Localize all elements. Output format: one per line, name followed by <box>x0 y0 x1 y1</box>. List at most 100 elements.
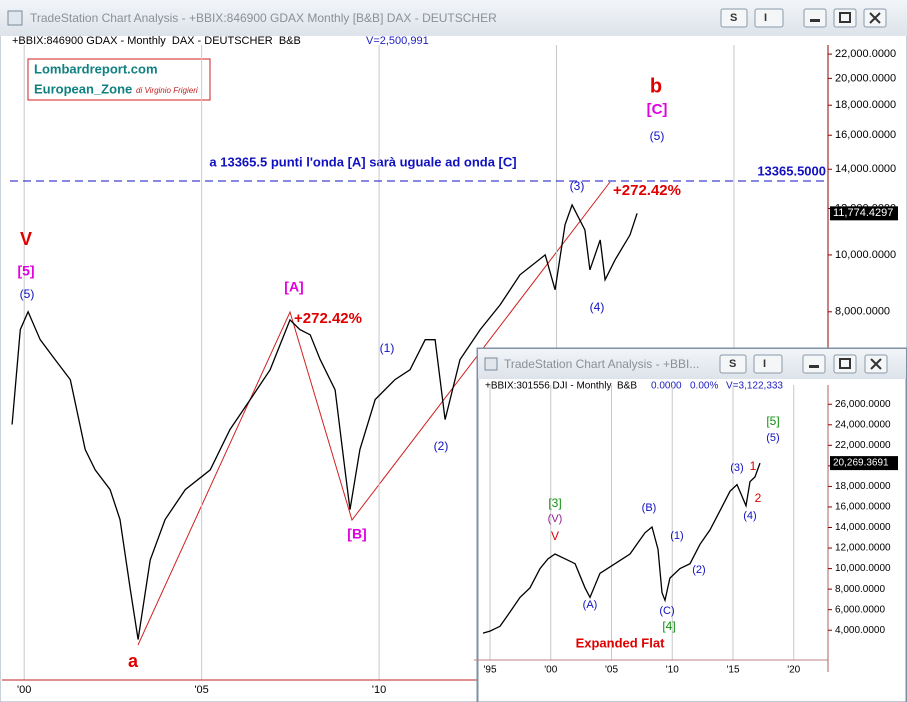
inset-maximize[interactable] <box>833 354 857 374</box>
wave-label: (5) <box>766 432 779 444</box>
x-tick-label: '10 <box>666 665 679 676</box>
wave-label: V <box>551 529 559 543</box>
y-tick-label: 26,000.0000 <box>835 399 891 410</box>
y-tick-label: 18,000.0000 <box>835 481 891 492</box>
y-tick-label: 10,000.0000 <box>835 249 896 261</box>
y-tick-label: 12,000.0000 <box>835 543 891 554</box>
wave-label: [3] <box>548 496 561 510</box>
wave-label: (3) <box>570 179 585 193</box>
wave-label: (2) <box>692 564 705 576</box>
minimize-button[interactable] <box>803 8 827 28</box>
wave-label: (C) <box>659 605 674 617</box>
y-tick-label: 22,000.0000 <box>835 48 896 60</box>
wave-label: a <box>128 651 139 671</box>
wave-label: [A] <box>284 279 303 295</box>
wave-label: [5] <box>17 263 34 279</box>
price-line <box>482 462 761 634</box>
x-tick-label: '15 <box>726 665 739 676</box>
y-tick-label: 14,000.0000 <box>835 522 891 533</box>
inset-i-label[interactable]: I <box>763 358 766 370</box>
wave-label: V <box>20 229 32 249</box>
y-tick-label: 6,000.0000 <box>835 604 885 615</box>
x-tick-label: '05 <box>194 684 208 696</box>
wave-label: (1) <box>380 341 395 355</box>
wave-label: (4) <box>743 510 756 522</box>
wave-label: (1) <box>670 530 683 542</box>
inset-app-icon <box>484 357 498 371</box>
inset-maximize-icon <box>839 358 851 369</box>
x-tick-label: '00 <box>17 684 31 696</box>
y-tick-label: 4,000.0000 <box>835 625 885 636</box>
target-level-label: 13365.5000 <box>757 163 826 178</box>
last-price-label: 20,269.3691 <box>833 458 889 469</box>
wave-label: Expanded Flat <box>576 635 666 650</box>
y-tick-label: 8,000.0000 <box>835 584 885 595</box>
wave-label: (5) <box>650 129 665 143</box>
wave-label: b <box>650 75 662 97</box>
y-tick-label: 18,000.0000 <box>835 99 896 111</box>
main-chart: '00 '05 '10 '15 '20 8,000.0000 10,000.0000 12,0… <box>2 45 898 700</box>
logo-box <box>27 58 211 101</box>
wave-label: [5] <box>766 414 779 428</box>
inset-header: +BBIX:301556 DJI - Monthly B&B <box>485 381 637 392</box>
close-icon <box>869 12 881 24</box>
x-tick-label: '10 <box>372 684 386 696</box>
inset-change-pct: 0.00% <box>690 381 718 392</box>
inset-window: TradeStation Chart Analysis - +BBI... S … <box>474 347 907 702</box>
wave-label: [C] <box>647 101 668 118</box>
inset-minimize[interactable] <box>802 354 826 374</box>
x-tick-label: '95 <box>483 665 496 676</box>
logo-site: Lombardreport.com <box>34 61 158 76</box>
s-button-label[interactable]: S <box>730 12 737 24</box>
x-tick-label: '00 <box>544 665 557 676</box>
wave-label: (V) <box>548 513 563 525</box>
wave-label: 1 <box>750 459 757 473</box>
wave-label: (A) <box>583 599 598 611</box>
wave-label: (4) <box>590 300 605 314</box>
wave-label: [4] <box>662 619 675 633</box>
inset-i-button[interactable] <box>753 354 783 374</box>
inset-s-label[interactable]: S <box>729 358 736 370</box>
wave-label: (B) <box>642 502 657 514</box>
inset-close-icon <box>870 358 882 370</box>
wave-label: (2) <box>434 439 449 453</box>
last-price-label: 11,774.4297 <box>833 207 893 219</box>
y-tick-label: 24,000.0000 <box>835 419 891 430</box>
inset-chart: '95 '00 '05 '10 '15 '20 4,000.0000 6,000.0000 8,… <box>474 385 898 676</box>
inset-window-title: TradeStation Chart Analysis - +BBI... <box>504 357 699 371</box>
logo-author: di Virginio Frigieri <box>136 86 198 95</box>
price-line <box>11 203 638 640</box>
target-note: a 13365.5 punti l'onda [A] sarà uguale a… <box>209 154 516 169</box>
symbol-header: +BBIX:846900 GDAX - Monthly DAX - DEUTSC… <box>12 35 301 47</box>
window-title: TradeStation Chart Analysis - +BBIX:8469… <box>30 11 497 25</box>
inset-volume: V=3,122,333 <box>726 381 783 392</box>
inset-minimize-icon <box>809 365 819 368</box>
maximize-icon <box>839 12 851 23</box>
wave-label: [B] <box>347 526 366 542</box>
inset-frame <box>476 347 907 702</box>
wave-label: (5) <box>20 287 35 301</box>
inset-s-button[interactable] <box>719 354 747 374</box>
y-tick-label: 22,000.0000 <box>835 440 891 451</box>
maximize-button[interactable] <box>833 8 857 28</box>
y-tick-label: 16,000.0000 <box>835 129 896 141</box>
minimize-icon <box>810 19 820 22</box>
wave-label: (3) <box>730 462 743 474</box>
volume: V=2,500,991 <box>366 35 429 47</box>
x-tick-label: '05 <box>605 665 618 676</box>
app-icon <box>7 10 23 26</box>
i-button[interactable] <box>754 8 784 28</box>
wave-label: 2 <box>755 491 762 505</box>
last-price-box <box>830 206 898 221</box>
y-tick-label: 10,000.0000 <box>835 563 891 574</box>
y-tick-label: 16,000.0000 <box>835 502 891 513</box>
logo-zone: European_Zone <box>34 81 132 96</box>
y-tick-label: 14,000.0000 <box>835 163 896 175</box>
s-button[interactable] <box>720 8 748 28</box>
x-tick-label: '20 <box>787 665 800 676</box>
inset-change: 0.0000 <box>651 381 682 392</box>
y-tick-label: 20,000.0000 <box>835 72 896 84</box>
i-button-label[interactable]: I <box>764 12 767 24</box>
y-tick-label: 8,000.0000 <box>835 306 890 318</box>
